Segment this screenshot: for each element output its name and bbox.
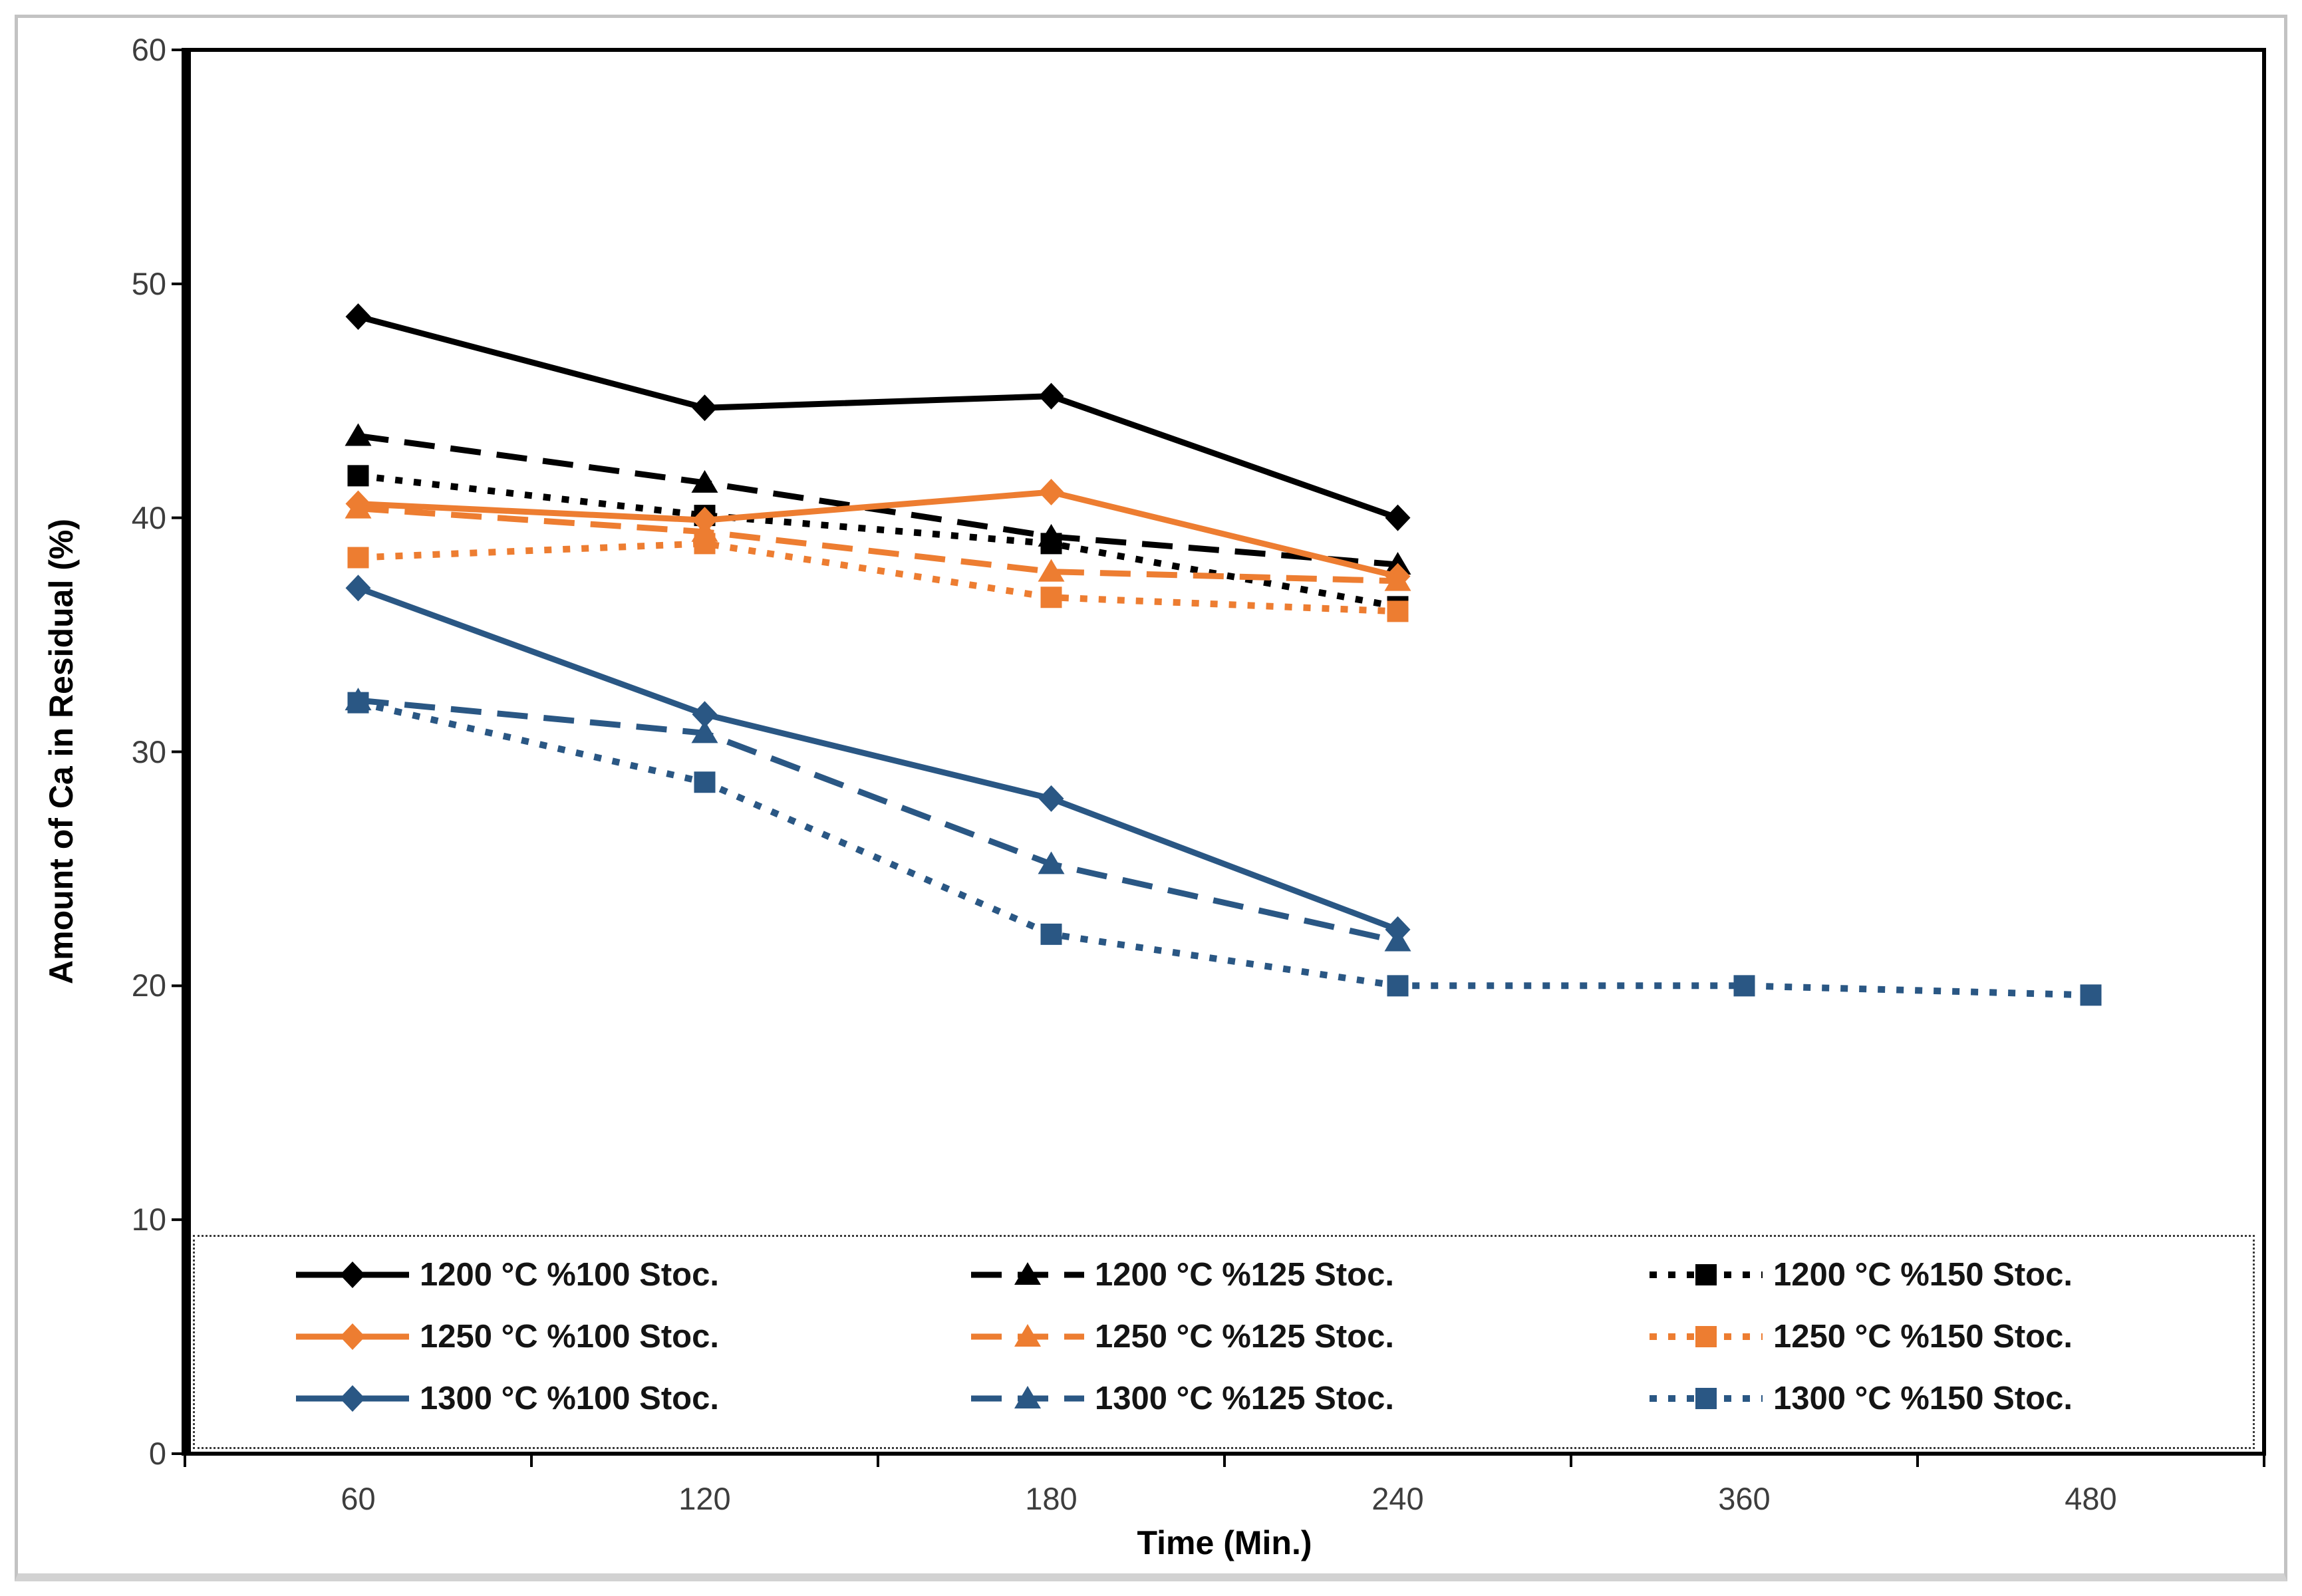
y-tick-label: 30 [131, 733, 166, 769]
x-axis-title: Time (Min.) [1137, 1524, 1312, 1561]
data-point-marker [1038, 382, 1064, 410]
series-line-9 [357, 699, 2091, 999]
x-tick-label: 180 [1025, 1481, 1078, 1516]
x-tick-label: 240 [1371, 1481, 1424, 1516]
y-tick-label: 20 [131, 968, 166, 1003]
data-point-marker [1385, 504, 1411, 531]
legend-marker-triangle [971, 1323, 1084, 1347]
legend-item: 1300 °C %100 Stoc. [296, 1380, 971, 1417]
y-tick-label: 50 [131, 265, 166, 301]
legend-marker-square [1650, 1325, 1763, 1347]
data-point-marker [694, 771, 716, 793]
x-tick-label: 360 [1718, 1481, 1771, 1516]
y-tick-label: 60 [131, 32, 166, 67]
legend-marker-triangle [971, 1386, 1084, 1409]
x-tick-label: 120 [678, 1481, 731, 1516]
data-point-marker [694, 533, 716, 555]
legend-box: 1200 °C %100 Stoc. 1200 °C %125 Stoc. 1200… [193, 1235, 2255, 1449]
series-line-5 [358, 505, 1398, 585]
legend-label: 1200 °C %150 Stoc. [1773, 1256, 2073, 1293]
data-point-marker [1040, 533, 1062, 555]
data-point-marker [1038, 478, 1064, 505]
series-line-2 [357, 433, 1398, 568]
legend-label: 1250 °C %125 Stoc. [1095, 1318, 1394, 1355]
data-point-marker [691, 469, 718, 493]
legend-item: 1200 °C %100 Stoc. [296, 1256, 971, 1293]
data-point-marker [1040, 923, 1062, 945]
data-point-marker [692, 701, 718, 728]
data-point-marker [1387, 600, 1409, 622]
legend-item: 1250 °C %150 Stoc. [1650, 1318, 2246, 1355]
series-line-8 [358, 697, 1399, 944]
x-tick-label: 480 [2065, 1481, 2117, 1516]
legend-item: 1250 °C %125 Stoc. [971, 1318, 1650, 1355]
legend-label: 1300 °C %125 Stoc. [1095, 1381, 1394, 1417]
series-line-4 [358, 489, 1399, 579]
data-point-marker [692, 394, 718, 422]
legend-label: 1250 °C %100 Stoc. [420, 1318, 719, 1355]
data-point-marker [345, 423, 372, 446]
legend-label: 1300 °C %150 Stoc. [1773, 1381, 2073, 1417]
data-point-marker [347, 547, 369, 569]
data-point-marker [1733, 975, 1755, 997]
data-point-marker [1038, 559, 1065, 582]
legend-marker-square [1650, 1388, 1763, 1410]
y-tick-label: 0 [148, 1436, 166, 1471]
legend-marker-triangle [971, 1262, 1084, 1285]
data-point-marker [345, 495, 372, 519]
legend-marker-diamond [296, 1385, 409, 1412]
legend-marker-diamond [296, 1261, 409, 1288]
series-line-6 [358, 540, 1398, 615]
legend-label: 1200 °C %100 Stoc. [420, 1256, 719, 1293]
legend-label: 1250 °C %150 Stoc. [1773, 1318, 2073, 1355]
data-point-marker [691, 720, 718, 743]
data-point-marker [347, 465, 369, 487]
series-line-1 [357, 313, 1399, 521]
series-line-7 [357, 585, 1399, 933]
x-tick-label: 60 [341, 1481, 376, 1516]
legend-label: 1300 °C %100 Stoc. [420, 1381, 719, 1417]
data-point-marker [1384, 568, 1411, 591]
legend-item: 1250 °C %100 Stoc. [296, 1318, 971, 1355]
legend-label: 1200 °C %125 Stoc. [1095, 1256, 1394, 1293]
data-point-marker [1040, 587, 1062, 608]
legend-marker-diamond [296, 1323, 409, 1350]
y-tick-label: 10 [131, 1202, 166, 1238]
legend-item: 1300 °C %125 Stoc. [971, 1380, 1650, 1417]
data-point-marker [345, 303, 371, 331]
data-point-marker [1038, 851, 1065, 874]
y-tick-label: 40 [131, 499, 166, 535]
data-point-marker [345, 575, 371, 602]
legend-item: 1200 °C %125 Stoc. [971, 1256, 1650, 1293]
data-point-marker [1038, 785, 1064, 812]
series-line-3 [357, 472, 1399, 610]
legend-item: 1200 °C %150 Stoc. [1650, 1256, 2246, 1293]
legend-item: 1300 °C %150 Stoc. [1650, 1380, 2246, 1417]
legend-marker-square [1650, 1264, 1763, 1285]
data-point-marker [1387, 975, 1409, 997]
data-point-marker [1384, 928, 1411, 952]
data-point-marker [347, 692, 369, 714]
data-point-marker [2080, 984, 2102, 1006]
